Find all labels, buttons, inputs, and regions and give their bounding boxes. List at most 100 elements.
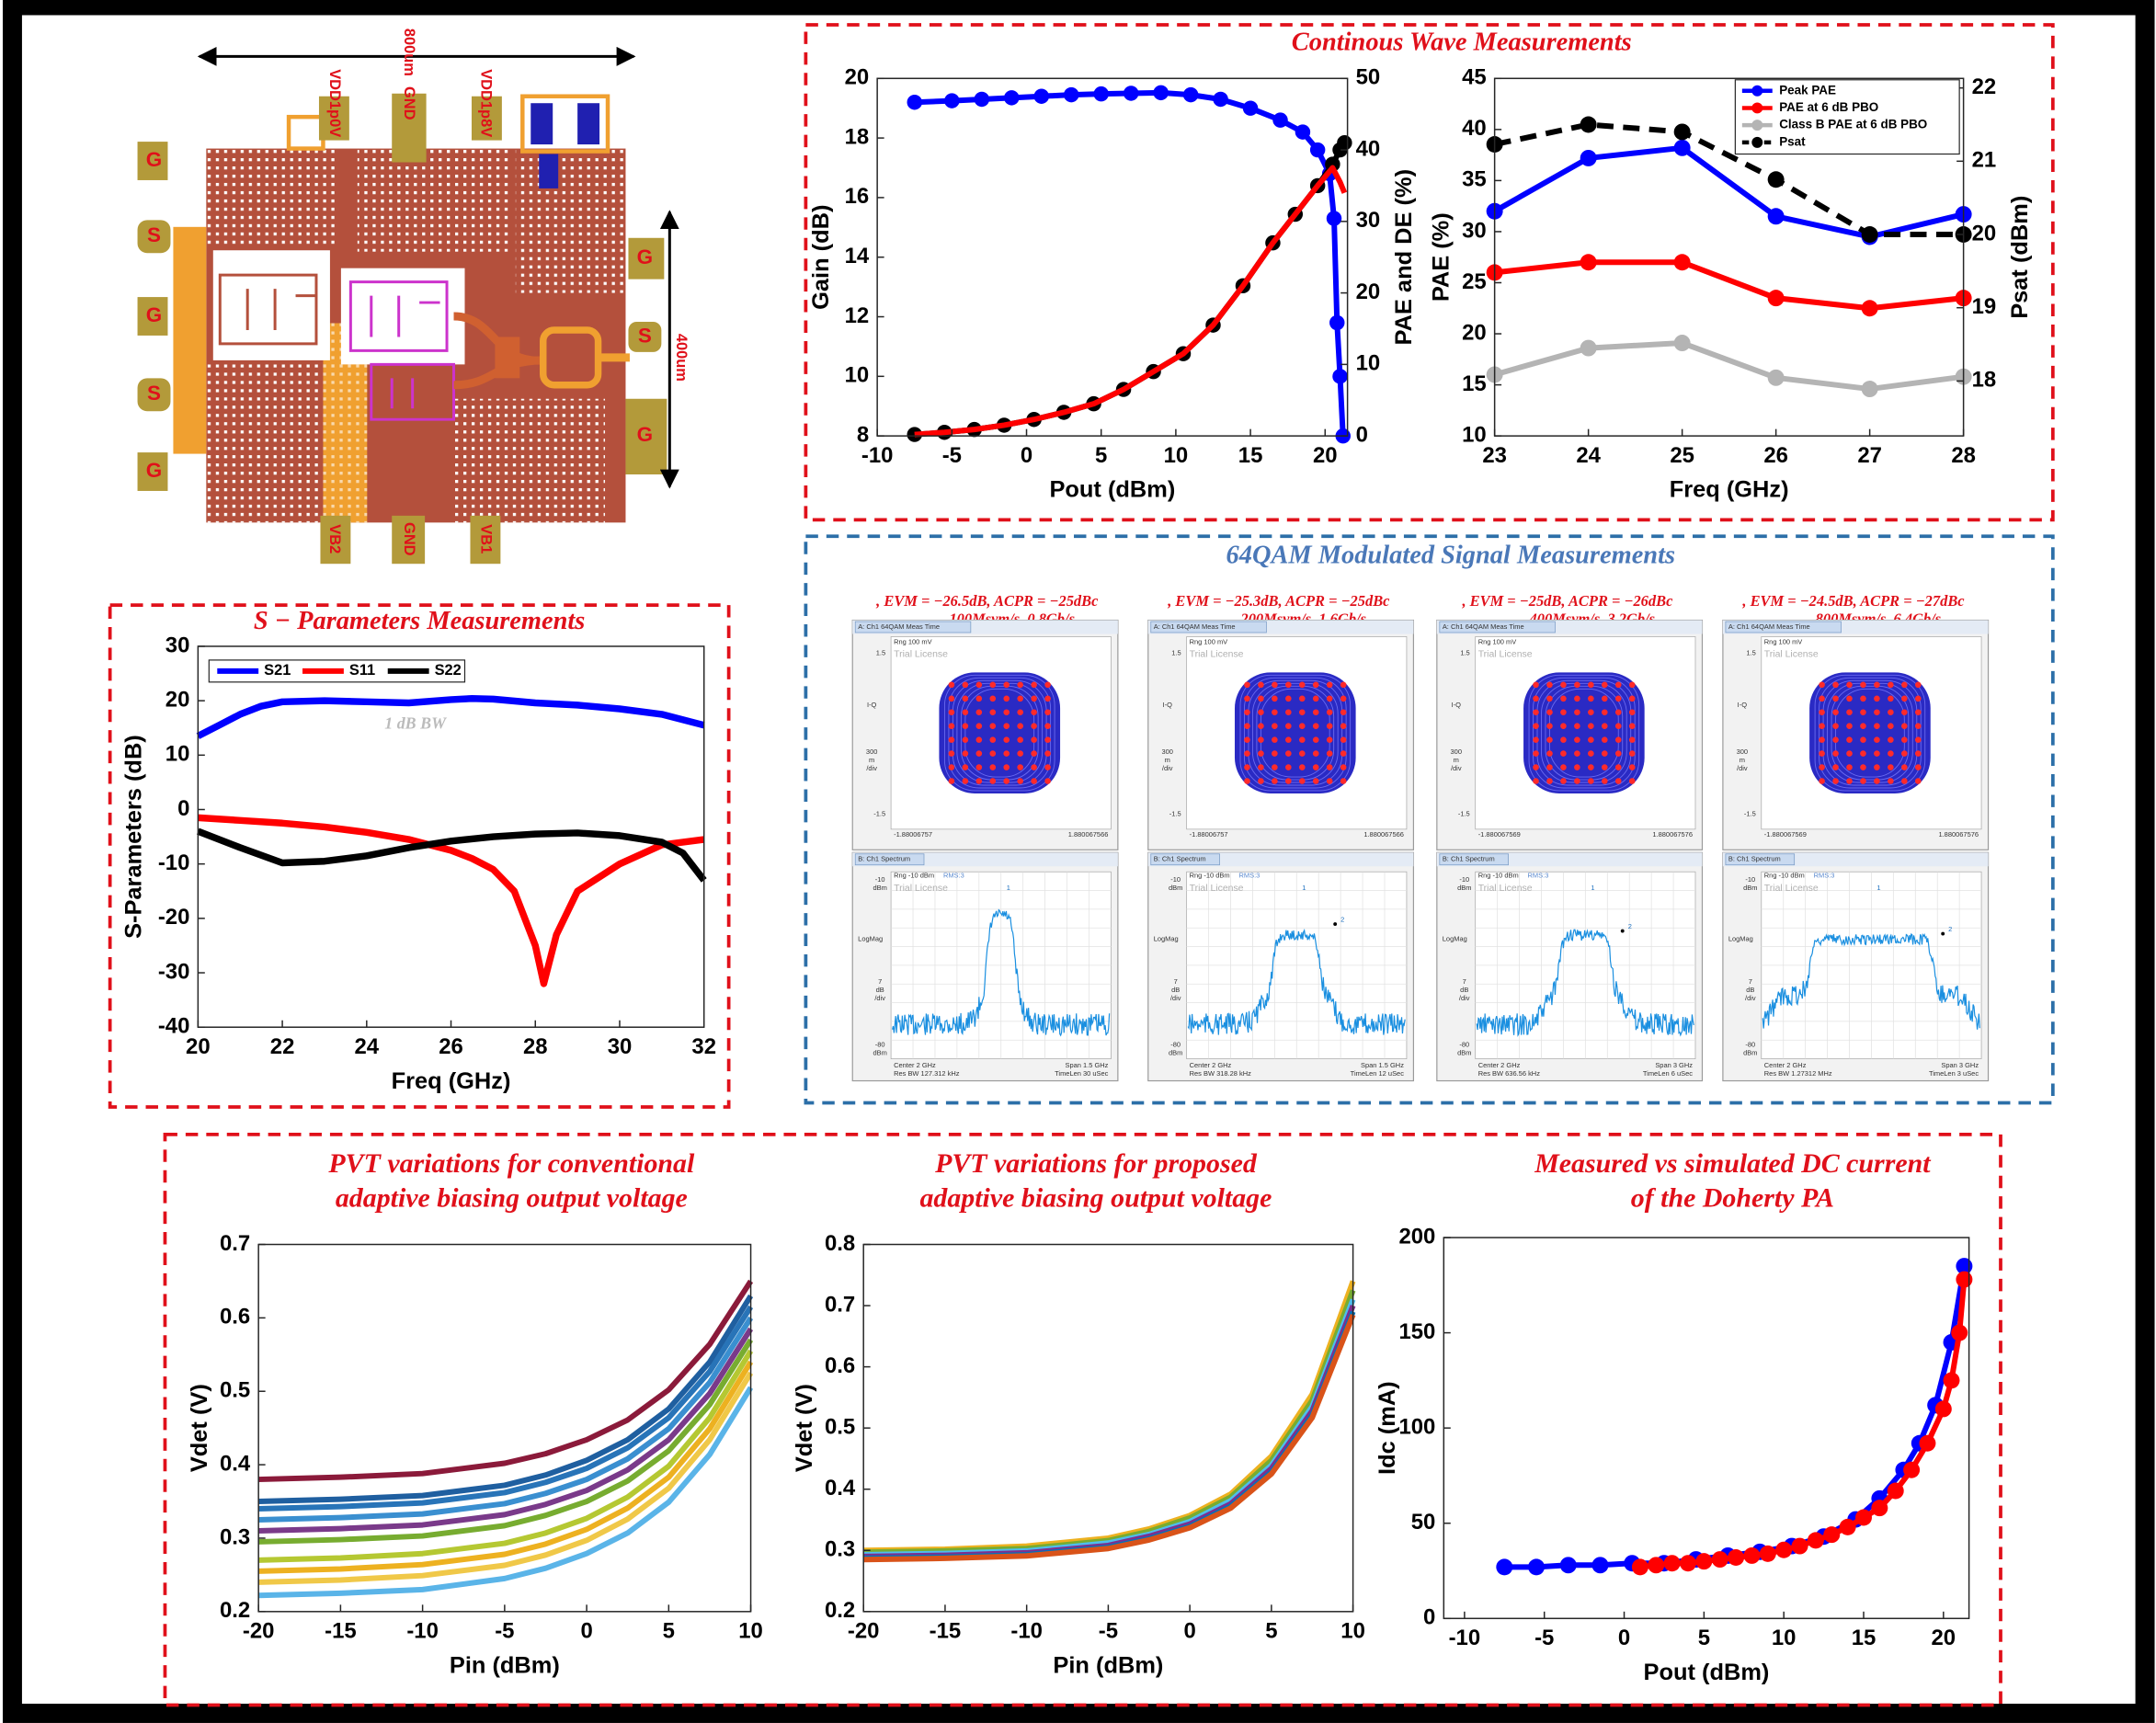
constellation-point [1846, 736, 1853, 743]
data-point [1768, 208, 1785, 224]
constellation-point [1340, 682, 1347, 689]
constellation-point [963, 709, 969, 715]
constellation-point [1299, 736, 1306, 743]
constellation-point [1327, 750, 1333, 757]
x-tick-label: 27 [1857, 443, 1882, 468]
constellation-point [976, 778, 983, 784]
constellation-point [1901, 709, 1908, 715]
data-point [1337, 135, 1352, 150]
range-label: Rng -10 dBm [894, 872, 934, 880]
y-tick-label: 20 [1462, 320, 1487, 345]
axis-text: Span 3 GHz [1941, 1061, 1979, 1069]
x-tick-label: -10 [1449, 1626, 1481, 1650]
range-label: Rng 100 mV [1478, 637, 1517, 645]
constellation-point [1044, 695, 1051, 702]
constellation-point [1533, 709, 1539, 715]
data-point [1329, 315, 1344, 330]
data-point [1871, 1500, 1888, 1516]
axis-text: TimeLen 12 uSec [1351, 1069, 1405, 1078]
constellation-point [1031, 709, 1037, 715]
axis-text: m [869, 756, 874, 764]
y-tick-label: 0 [1423, 1605, 1435, 1630]
constellation-point [1313, 695, 1319, 702]
x-tick-label: 30 [608, 1034, 633, 1059]
panel-title: Continous Wave Measurements [1292, 28, 1632, 56]
constellation-point [1874, 778, 1880, 784]
constellation-point [1588, 709, 1594, 715]
constellation-point [949, 709, 955, 715]
data-point [1768, 370, 1785, 386]
x-tick-label: 24 [355, 1034, 380, 1059]
y-tick-label: 0.6 [220, 1305, 250, 1329]
axis-text: Center 2 GHz [1764, 1061, 1807, 1069]
axis-text: dB [1460, 986, 1468, 994]
y-tick-label: 0.5 [825, 1414, 855, 1439]
marker-dot [1941, 932, 1945, 936]
x-tick-label: 0 [580, 1619, 592, 1644]
constellation-point [989, 764, 996, 770]
y-tick-label: 0.4 [825, 1476, 856, 1500]
constellation-point [1299, 723, 1306, 729]
data-point [1592, 1557, 1609, 1573]
window-tab-label: B: Ch1 Spectrum [1728, 855, 1781, 863]
constellation-point [1846, 764, 1853, 770]
constellation-point [1888, 750, 1894, 757]
axis-text: m [1740, 756, 1745, 764]
axis-text: /div [1459, 994, 1470, 1002]
constellation-point [1846, 723, 1853, 729]
constellation-point [1044, 778, 1051, 784]
constellation-point [1602, 764, 1608, 770]
data-point [1743, 1547, 1760, 1564]
data-point [1903, 1462, 1920, 1478]
x-tick-label: 5 [663, 1619, 675, 1644]
axis-text: -10 [1745, 875, 1755, 884]
constellation-point [1588, 750, 1594, 757]
chart-title: adaptive biasing output voltage [919, 1183, 1272, 1214]
legend-marker [1751, 102, 1762, 113]
constellation-point [1017, 750, 1023, 757]
constellation-point [1832, 778, 1839, 784]
constellation-point [1244, 778, 1250, 784]
constellation-point [1574, 736, 1580, 743]
constellation-point [949, 682, 955, 689]
pad-label: S [147, 382, 161, 405]
pad-label: VDD1p8V [478, 69, 495, 137]
axis-text: dBm [873, 1049, 886, 1057]
constellation-point [1244, 750, 1250, 757]
data-point [1648, 1557, 1664, 1573]
constellation-point [1017, 709, 1023, 715]
constellation-point [1244, 736, 1250, 743]
x-axis-label: Pin (dBm) [1053, 1652, 1163, 1678]
license-label: Trial License [894, 650, 948, 660]
license-label: Trial License [1764, 650, 1819, 660]
y-tick-label: 16 [845, 184, 870, 209]
constellation-point [1901, 750, 1908, 757]
y-tick-label: 0.2 [825, 1598, 855, 1623]
y-tick-label: 0.4 [220, 1451, 251, 1476]
constellation-point [1588, 682, 1594, 689]
constellation-point [963, 723, 969, 729]
constellation-point [1258, 695, 1264, 702]
constellation-point [1340, 736, 1347, 743]
constellation-point [1901, 695, 1908, 702]
chart-title: adaptive biasing output voltage [336, 1183, 688, 1214]
y-axis-label: Vdet (V) [187, 1384, 212, 1472]
marker-dot [1621, 930, 1625, 933]
constellation-point [1560, 764, 1567, 770]
y-tick-label: 150 [1398, 1319, 1435, 1344]
constellation-point [1846, 750, 1853, 757]
x-tick-label: -10 [1010, 1619, 1043, 1644]
axis-text: -1.88006757 [1190, 830, 1228, 839]
constellation-point [1615, 736, 1622, 743]
x-tick-label: 28 [523, 1034, 548, 1059]
y-tick-label: 0.3 [825, 1537, 855, 1562]
constellation-point [1313, 778, 1319, 784]
data-point [1528, 1558, 1545, 1575]
pad-label: VB1 [478, 524, 495, 553]
constellation-point [949, 764, 955, 770]
mode-label: RMS:3 [1814, 872, 1835, 880]
axis-text: Span 3 GHz [1655, 1061, 1693, 1069]
range-label: Rng -10 dBm [1190, 872, 1230, 880]
constellation-point [1272, 736, 1278, 743]
constellation-point [1031, 778, 1037, 784]
